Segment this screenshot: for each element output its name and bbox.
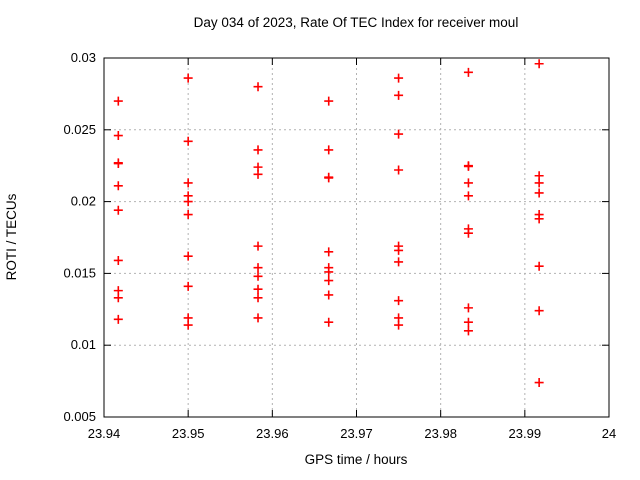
data-point-plus: [324, 317, 334, 327]
x-tick-labels: 23.94 23.95 23.96 23.97 23.98 23.99 24: [88, 426, 617, 441]
data-point-plus: [324, 173, 334, 183]
data-point-plus: [253, 271, 263, 281]
data-point-plus: [394, 165, 404, 175]
data-point-plus: [394, 296, 404, 306]
y-tick-labels: 0.005 0.01 0.015 0.02 0.025 0.03: [63, 50, 96, 424]
data-point-plus: [534, 188, 544, 198]
x-tick-label: 23.98: [424, 426, 457, 441]
data-point-plus: [253, 313, 263, 323]
data-point-plus: [183, 320, 193, 330]
data-point-plus: [113, 181, 123, 191]
data-point-plus: [324, 247, 334, 257]
data-point-plus: [394, 245, 404, 255]
x-axis-label: GPS time / hours: [305, 452, 408, 467]
data-point-plus: [183, 251, 193, 261]
data-point-plus: [534, 378, 544, 388]
data-point-plus: [253, 284, 263, 294]
data-point-plus: [183, 136, 193, 146]
y-tick-label: 0.025: [63, 122, 96, 137]
data-point-plus: [534, 214, 544, 224]
y-tick-label: 0.005: [63, 409, 96, 424]
data-point-plus: [253, 241, 263, 251]
data-points: [113, 59, 544, 388]
gridlines: [104, 58, 609, 417]
y-axis-label: ROTI / TECUs: [4, 193, 19, 280]
data-point-plus: [463, 228, 473, 238]
tick-marks: [103, 57, 610, 418]
data-point-plus: [463, 317, 473, 327]
data-point-plus: [324, 267, 334, 277]
x-tick-label: 23.97: [340, 426, 373, 441]
data-point-plus: [394, 90, 404, 100]
data-point-plus: [253, 293, 263, 303]
data-point-plus: [394, 73, 404, 83]
data-point-plus: [253, 263, 263, 273]
data-point-plus: [394, 320, 404, 330]
data-point-plus: [534, 59, 544, 69]
data-point-plus: [324, 290, 334, 300]
data-point-plus: [463, 326, 473, 336]
data-point-plus: [324, 276, 334, 286]
data-point-plus: [113, 205, 123, 215]
data-point-plus: [183, 178, 193, 188]
chart-title: Day 034 of 2023, Rate Of TEC Index for r…: [194, 15, 519, 30]
data-point-plus: [324, 96, 334, 106]
y-tick-label: 0.01: [71, 337, 96, 352]
data-point-plus: [183, 197, 193, 207]
data-point-plus: [253, 169, 263, 179]
data-point-plus: [463, 67, 473, 77]
data-point-plus: [113, 131, 123, 141]
data-point-plus: [183, 73, 193, 83]
data-point-plus: [463, 191, 473, 201]
data-point-plus: [113, 314, 123, 324]
y-tick-label: 0.03: [71, 50, 96, 65]
data-point-plus: [183, 210, 193, 220]
data-point-plus: [113, 293, 123, 303]
data-point-plus: [394, 129, 404, 139]
data-point-plus: [253, 145, 263, 155]
data-point-plus: [183, 281, 193, 291]
data-point-plus: [324, 145, 334, 155]
data-point-plus: [394, 257, 404, 267]
data-point-plus: [253, 82, 263, 92]
data-point-plus: [463, 178, 473, 188]
x-tick-label: 23.96: [256, 426, 289, 441]
x-tick-label: 23.99: [509, 426, 542, 441]
y-tick-label: 0.02: [71, 194, 96, 209]
data-point-plus: [534, 178, 544, 188]
data-point-plus: [113, 159, 123, 169]
data-point-plus: [463, 161, 473, 171]
data-point-plus: [113, 96, 123, 106]
x-tick-label: 24: [602, 426, 616, 441]
data-point-plus: [113, 255, 123, 265]
x-tick-label: 23.94: [88, 426, 121, 441]
data-point-plus: [534, 261, 544, 271]
x-tick-label: 23.95: [172, 426, 205, 441]
y-tick-label: 0.015: [63, 265, 96, 280]
data-point-plus: [534, 306, 544, 316]
data-point-plus: [463, 303, 473, 313]
